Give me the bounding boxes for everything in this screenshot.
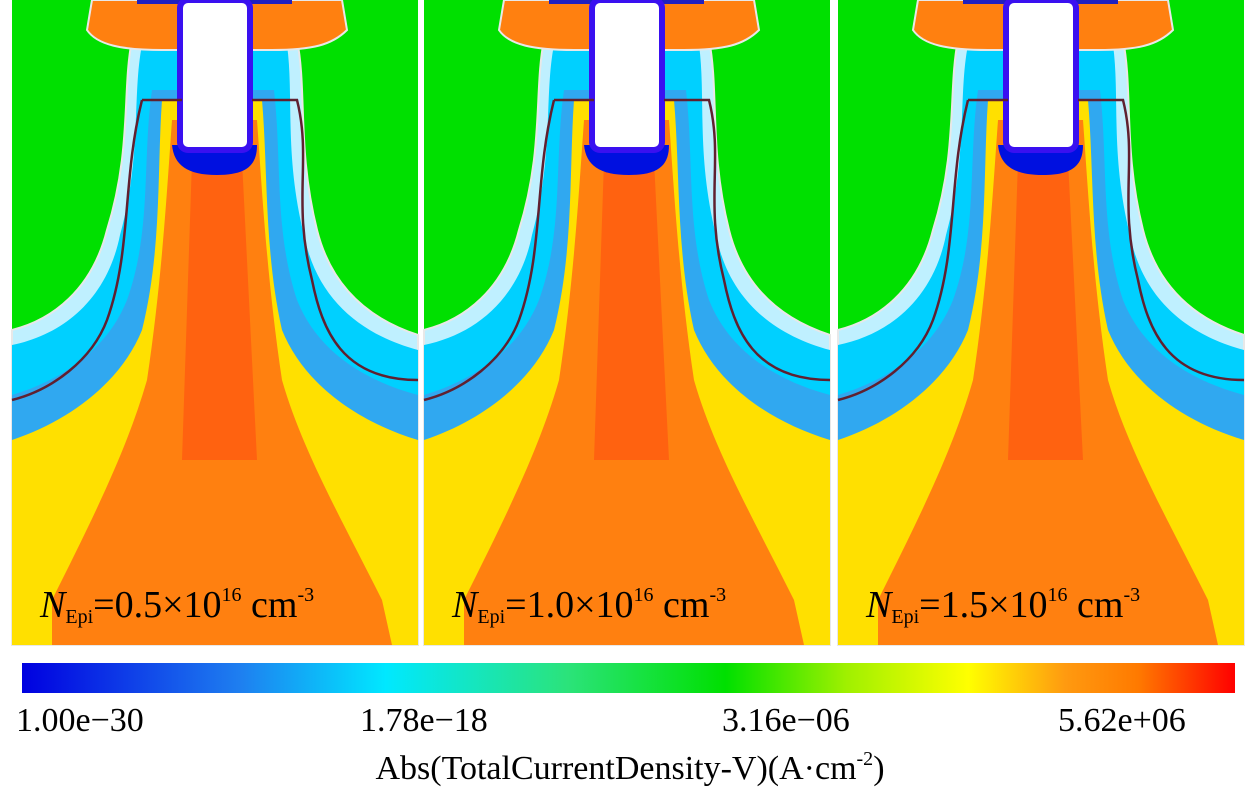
- text: =1.5×10: [919, 584, 1048, 626]
- panel-label: NEpi=1.0×1016 cm-3: [452, 583, 726, 629]
- text: ): [873, 750, 885, 787]
- text: cm: [663, 584, 710, 626]
- text: 16: [1047, 584, 1068, 606]
- simulation-panel: [424, 0, 830, 645]
- simulation-panel: [838, 0, 1244, 645]
- text: -3: [709, 584, 727, 606]
- text: =0.5×10: [93, 584, 222, 626]
- text: -3: [1123, 584, 1141, 606]
- text: 16: [633, 584, 654, 606]
- text: cm: [251, 584, 298, 626]
- colorbar-label: Abs(TotalCurrentDensity-V)(A·cm-2): [0, 748, 1260, 788]
- text: =1.0×10: [505, 584, 634, 626]
- text: 16: [221, 584, 242, 606]
- panel-label: NEpi=0.5×1016 cm-3: [40, 583, 314, 629]
- colorbar-tick-label: 5.62e+06: [1058, 702, 1186, 739]
- text: Epi: [891, 606, 920, 628]
- text: Epi: [65, 606, 94, 628]
- text: N: [40, 584, 66, 626]
- text: Epi: [477, 606, 506, 628]
- text: N: [452, 584, 478, 626]
- colorbar: [22, 663, 1235, 693]
- text: -2: [856, 748, 874, 770]
- simulation-panel: [12, 0, 418, 645]
- text: Abs(TotalCurrentDensity-V)(A·cm: [375, 750, 857, 787]
- panel-label: NEpi=1.5×1016 cm-3: [866, 583, 1140, 629]
- colorbar-tick-label: 3.16e−06: [722, 702, 850, 739]
- text: cm: [1077, 584, 1124, 626]
- text: N: [866, 584, 892, 626]
- colorbar-tick-label: 1.78e−18: [360, 702, 488, 739]
- text: -3: [297, 584, 315, 606]
- colorbar-tick-label: 1.00e−30: [16, 702, 144, 739]
